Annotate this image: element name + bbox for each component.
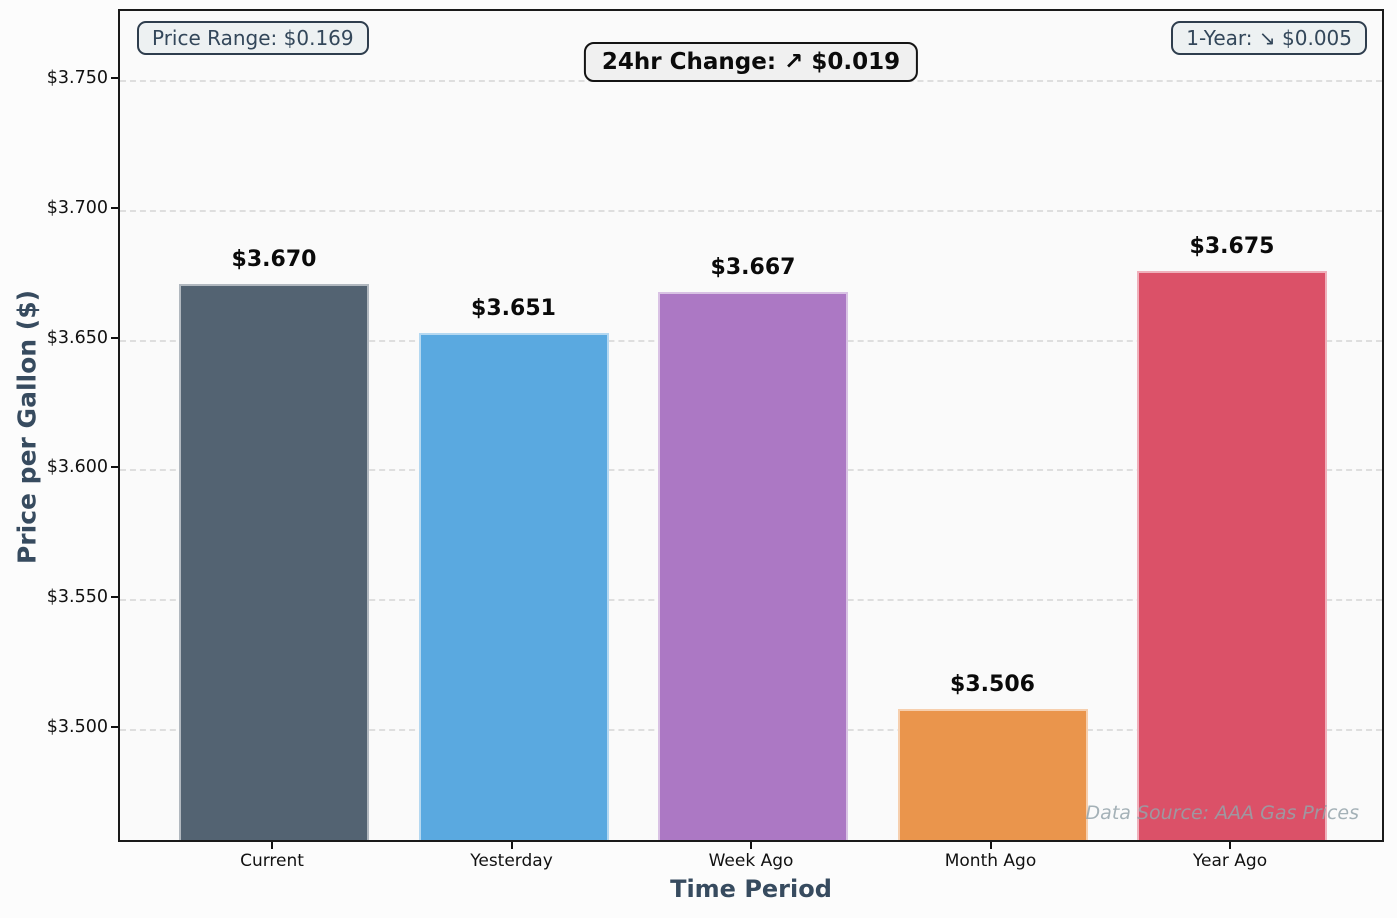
bar-week-ago — [658, 291, 848, 840]
y-tick-mark — [111, 466, 118, 469]
bar-value-label: $3.506 — [950, 672, 1035, 698]
y-tick-mark — [111, 726, 118, 728]
one-year-change-badge: 1-Year: ↘ $0.005 — [1171, 21, 1367, 55]
change-24hr-badge: 24hr Change: ↗ $0.019 — [583, 42, 919, 82]
x-tick-label: Week Ago — [708, 851, 794, 871]
x-tick-label: Year Ago — [1192, 851, 1268, 871]
y-tick-mark — [111, 596, 118, 599]
x-tick-mark — [750, 842, 752, 849]
gridline — [120, 209, 1382, 212]
x-tick-mark — [271, 842, 273, 849]
y-tick-mark — [111, 206, 118, 209]
y-axis-title: Price per Gallon ($) — [12, 289, 42, 565]
y-tick-label: $3.600 — [46, 457, 108, 478]
x-tick-label: Month Ago — [944, 851, 1037, 871]
x-tick-mark — [989, 842, 992, 849]
bar-value-label: $3.675 — [1189, 233, 1275, 259]
y-axis-tick-labels: $3.500 $3.550 $3.600 $3.650 $3.700 $3.750 — [0, 9, 108, 842]
y-tick-mark — [111, 336, 118, 339]
y-tick-label: $3.750 — [46, 68, 108, 89]
bar-current — [179, 283, 369, 840]
bar-value-label: $3.651 — [471, 296, 556, 322]
y-tick-label: $3.550 — [46, 587, 108, 608]
plot-area: $3.670 $3.651 $3.667 $3.506 $3.675 — [118, 9, 1384, 842]
x-tick-mark — [1229, 842, 1231, 849]
price-range-badge: Price Range: $0.169 — [137, 21, 369, 55]
y-tick-mark — [111, 77, 118, 80]
bar-month-ago — [897, 709, 1088, 840]
x-tick-mark — [510, 842, 513, 849]
bar-yesterday — [418, 333, 609, 840]
bar-year-ago — [1137, 270, 1327, 840]
bar-value-label: $3.670 — [231, 246, 317, 272]
x-tick-label: Current — [240, 851, 304, 871]
y-tick-label: $3.650 — [46, 327, 108, 348]
x-tick-label: Yesterday — [470, 851, 553, 871]
x-axis-title: Time Period — [670, 875, 832, 903]
data-source-watermark: Data Source: AAA Gas Prices — [1085, 802, 1359, 824]
y-tick-label: $3.700 — [46, 197, 108, 218]
y-tick-label: $3.500 — [46, 717, 108, 737]
bar-value-label: $3.667 — [710, 254, 796, 280]
